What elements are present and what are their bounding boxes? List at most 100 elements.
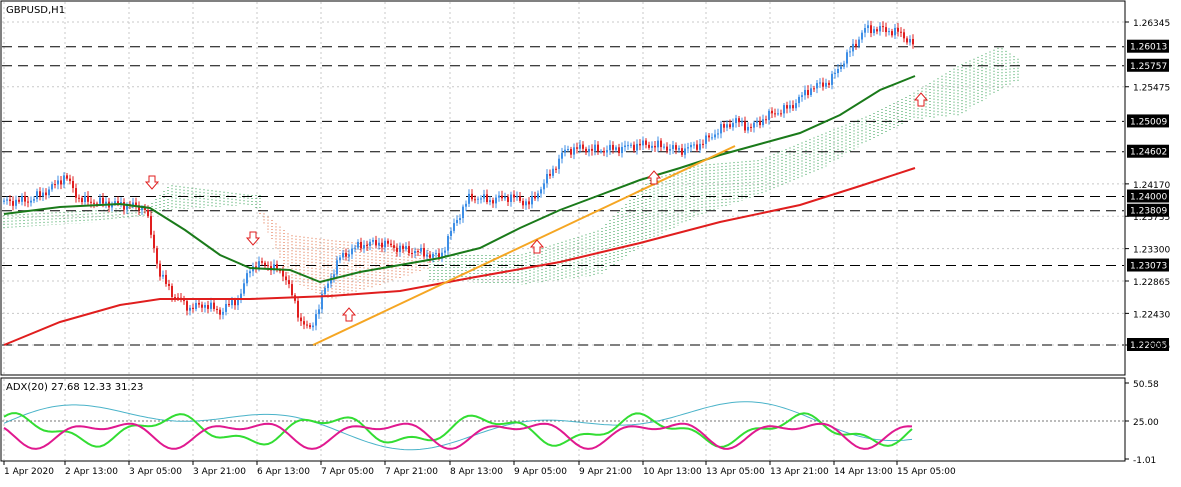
candle-body: [312, 325, 314, 328]
candle-body: [669, 149, 671, 151]
candle-body: [111, 203, 113, 208]
candle-body: [24, 196, 26, 202]
candle-body: [855, 43, 857, 47]
candle-body: [615, 147, 617, 150]
price-level-box: [1127, 338, 1169, 351]
candle-body: [63, 175, 65, 185]
candle-body: [90, 201, 92, 203]
candle-body: [279, 270, 281, 272]
slow-ma-line: [3, 167, 916, 346]
candle-body: [87, 195, 89, 202]
candle-body: [396, 247, 398, 252]
candle-body: [234, 300, 236, 306]
candle-body: [558, 158, 560, 170]
candle-body: [831, 73, 833, 85]
candle-body: [837, 68, 839, 74]
candle-body: [606, 150, 608, 153]
candle-body: [30, 200, 32, 203]
candle-body: [204, 305, 206, 308]
time-label: 13 Apr 05:00: [706, 467, 765, 477]
indicator-label: ADX(20) 27.68 12.33 31.23: [6, 382, 143, 393]
candle-body: [306, 324, 308, 326]
candle-body: [183, 300, 185, 302]
time-label: 9 Apr 05:00: [514, 467, 567, 477]
candle-body: [51, 184, 53, 190]
candle-body: [819, 82, 821, 84]
candle-body: [264, 262, 266, 265]
horizontal-levels[interactable]: 1.26013 1.25757 1.25009 1.24602 1.24000 1.238…: [2, 39, 1169, 351]
candle-body: [201, 304, 203, 308]
candle-body: [447, 235, 449, 251]
candle-body: [705, 135, 707, 144]
candle-body: [423, 247, 425, 257]
candle-body: [582, 144, 584, 149]
candle-body: [498, 195, 500, 198]
candle-body: [195, 302, 197, 309]
candle-body: [603, 150, 605, 153]
candle-body: [363, 245, 365, 249]
candle-body: [381, 242, 383, 248]
candle-body: [69, 178, 71, 182]
candle-body: [657, 140, 659, 148]
candle-body: [519, 196, 521, 201]
candle-body: [402, 245, 404, 250]
candle-body: [249, 271, 251, 274]
trendline[interactable]: [312, 145, 736, 346]
candle-body: [432, 253, 434, 258]
adx-minus-di-line: [3, 422, 913, 450]
candle-body: [327, 283, 329, 289]
candle-body: [618, 147, 620, 154]
candle-body: [531, 196, 533, 205]
candle-body: [456, 220, 458, 224]
adx-tick-label: 25.00: [1133, 418, 1159, 428]
candle-body: [891, 31, 893, 36]
candle-body: [438, 253, 440, 259]
candle-body: [672, 145, 674, 150]
candle-body: [258, 261, 260, 269]
candle-body: [828, 82, 830, 85]
candle-body: [726, 124, 728, 128]
candle-body: [441, 252, 443, 259]
candle-body: [528, 201, 530, 205]
candle-body: [54, 184, 56, 186]
candle-body: [789, 105, 791, 109]
signal-arrows: [144, 92, 929, 322]
candle-body: [462, 206, 464, 219]
candle-body: [861, 32, 863, 40]
candle-body: [501, 195, 503, 199]
candle-body: [168, 283, 170, 286]
candle-body: [651, 145, 653, 148]
candle-body: [762, 119, 764, 126]
time-label: 13 Apr 21:00: [770, 467, 829, 477]
candle-body: [126, 204, 128, 210]
candle-body: [879, 26, 881, 32]
time-label: 7 Apr 21:00: [385, 467, 438, 477]
ichimoku-cloud: [3, 47, 1019, 300]
candle-body: [75, 188, 77, 198]
candle-body: [660, 140, 662, 148]
candle-body: [591, 148, 593, 151]
sell-arrow-icon: [245, 231, 261, 246]
candle-body: [714, 134, 716, 138]
candle-body: [636, 143, 638, 151]
candle-body: [3, 200, 5, 202]
candle-body: [210, 302, 212, 309]
candle-body: [237, 299, 239, 306]
candle-body: [813, 88, 815, 90]
candle-body: [720, 124, 722, 134]
candle-body: [171, 285, 173, 298]
candle-body: [876, 29, 878, 32]
candle-body: [495, 197, 497, 204]
candle-body: [693, 144, 695, 146]
candle-body: [564, 149, 566, 153]
price-level-label: 1.23073: [1130, 262, 1167, 272]
candle-body: [780, 113, 782, 115]
candle-body: [324, 288, 326, 295]
candle-body: [468, 193, 470, 204]
candle-body: [759, 121, 761, 126]
candle-body: [843, 63, 845, 67]
candle-body: [342, 252, 344, 258]
time-label: 1 Apr 2020: [4, 467, 54, 477]
